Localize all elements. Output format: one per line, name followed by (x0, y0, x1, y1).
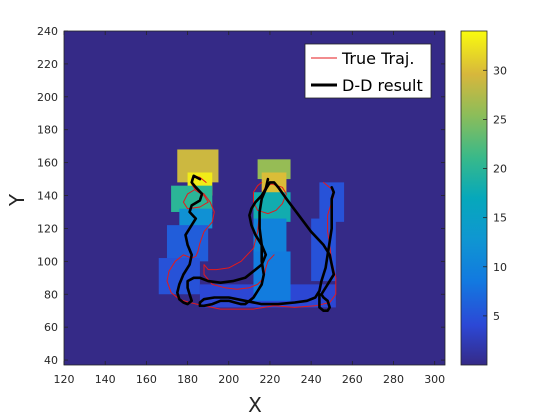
y-tick-label-6: 160 (37, 157, 58, 170)
colorbar-tick-label-0: 5 (493, 310, 500, 323)
y-tick-label-5: 140 (37, 190, 58, 203)
y-tick-label-1: 60 (44, 321, 58, 334)
y-tick-label-3: 100 (37, 255, 58, 268)
y-tick-label-10: 240 (37, 25, 58, 38)
x-tick-label-6: 240 (301, 373, 322, 386)
y-tick-label-8: 200 (37, 91, 58, 104)
x-tick-label-3: 180 (177, 373, 198, 386)
y-tick-label-4: 120 (37, 222, 58, 235)
heat-cell-11 (253, 251, 291, 301)
x-tick-label-9: 300 (424, 373, 445, 386)
colorbar-tick-label-4: 25 (493, 113, 507, 126)
colorbar-tick-label-2: 15 (493, 212, 507, 225)
x-tick-label-8: 280 (383, 373, 404, 386)
x-tick-label-7: 260 (342, 373, 363, 386)
colorbar: 5 10 15 20 25 30 (460, 30, 507, 366)
x-tick-label-0: 120 (54, 373, 75, 386)
legend-entry-true-traj: True Traj. (341, 49, 414, 68)
legend-box (304, 43, 432, 99)
y-tick-label-0: 40 (44, 354, 58, 367)
x-tick-label-1: 140 (95, 373, 116, 386)
series-line-2 (176, 174, 336, 313)
x-tick-label-4: 200 (218, 373, 239, 386)
x-axis-label: X (248, 393, 262, 417)
colorbar-ticks: 5 10 15 20 25 30 (483, 64, 507, 323)
legend: True Traj. D-D result (304, 43, 432, 99)
series-line-1 (203, 181, 287, 290)
y-tick-label-9: 220 (37, 58, 58, 71)
colorbar-tick-label-5: 30 (493, 64, 507, 77)
colorbar-gradient (460, 30, 488, 366)
y-tick-label-2: 80 (44, 288, 58, 301)
y-axis-ticks: 40 60 80 100 120 140 160 180 200 220 240 (37, 25, 445, 367)
colorbar-tick-label-1: 10 (493, 261, 507, 274)
series-line-3 (198, 177, 336, 308)
colorbar-tick-label-3: 20 (493, 163, 507, 176)
x-tick-label-2: 160 (136, 373, 157, 386)
trajectory-layer (166, 174, 337, 313)
y-tick-label-7: 180 (37, 124, 58, 137)
legend-entry-dd-result: D-D result (342, 76, 423, 95)
x-tick-label-5: 220 (259, 373, 280, 386)
y-axis-label: Y (5, 193, 29, 207)
x-axis-ticks: 120 140 160 180 200 220 240 260 280 300 (54, 31, 445, 386)
plot-frame (63, 30, 446, 366)
